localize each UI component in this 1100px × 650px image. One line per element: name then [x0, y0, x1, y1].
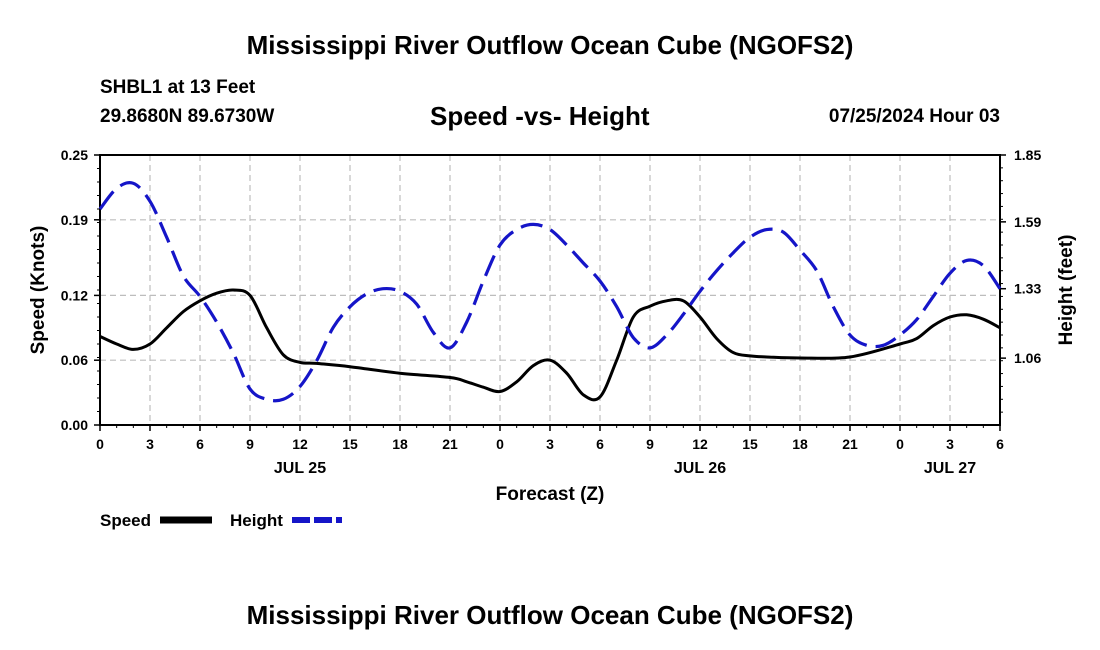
x-tick-label: 18 [392, 436, 408, 452]
coordinates-label: 29.8680N 89.6730W [100, 106, 275, 127]
height-series-line [98, 180, 1002, 403]
x-axis-label: Forecast (Z) [496, 484, 605, 505]
legend-height-label: Height [230, 511, 283, 530]
date-label: JUL 25 [274, 460, 326, 477]
x-tick-label: 0 [496, 436, 504, 452]
x-tick-label: 21 [842, 436, 858, 452]
y-tick-label: 0.12 [61, 287, 88, 303]
y2-axis-label: Height (feet) [1056, 235, 1077, 346]
chart-title: Mississippi River Outflow Ocean Cube (NG… [246, 30, 854, 60]
y-tick-label: 0.19 [61, 212, 88, 228]
legend-speed-label: Speed [100, 511, 151, 530]
y-axis-label: Speed (Knots) [28, 226, 49, 355]
x-tick-label: 3 [946, 436, 954, 452]
x-tick-label: 15 [342, 436, 358, 452]
y-tick-label: 0.06 [61, 352, 88, 368]
speed-series-line [99, 288, 1001, 402]
x-tick-label: 21 [442, 436, 458, 452]
forecast-datetime: 07/25/2024 Hour 03 [828, 106, 1000, 127]
x-tick-label: 6 [196, 436, 204, 452]
station-label: SHBL1 at 13 Feet [100, 77, 256, 98]
x-tick-label: 0 [96, 436, 104, 452]
x-tick-label: 3 [146, 436, 154, 452]
date-label: JUL 26 [674, 460, 726, 477]
x-tick-label: 9 [246, 436, 254, 452]
x-tick-label: 6 [596, 436, 604, 452]
x-tick-label: 0 [896, 436, 904, 452]
date-label: JUL 27 [924, 460, 976, 477]
x-tick-label: 3 [546, 436, 554, 452]
y-tick-label: 0.25 [61, 147, 88, 163]
chart-subtitle: Speed -vs- Height [430, 101, 650, 131]
y-tick-label: 0.00 [61, 417, 88, 433]
y2-tick-label: 1.06 [1014, 350, 1041, 366]
y2-tick-label: 1.33 [1014, 281, 1041, 297]
y2-tick-label: 1.59 [1014, 214, 1041, 230]
speed-height-chart: 0 3 6 9 12 15 18 21 0 3 6 9 12 15 18 21 0 3 6 JUL 25 JUL 26 J… [28, 147, 1077, 530]
x-tick-label: 12 [692, 436, 708, 452]
x-tick-label: 9 [646, 436, 654, 452]
repeated-chart-title: Mississippi River Outflow Ocean Cube (NG… [246, 600, 854, 630]
x-tick-label: 18 [792, 436, 808, 452]
x-tick-label: 6 [996, 436, 1004, 452]
x-tick-label: 15 [742, 436, 758, 452]
x-tick-label: 12 [292, 436, 308, 452]
y2-tick-label: 1.85 [1014, 147, 1041, 163]
